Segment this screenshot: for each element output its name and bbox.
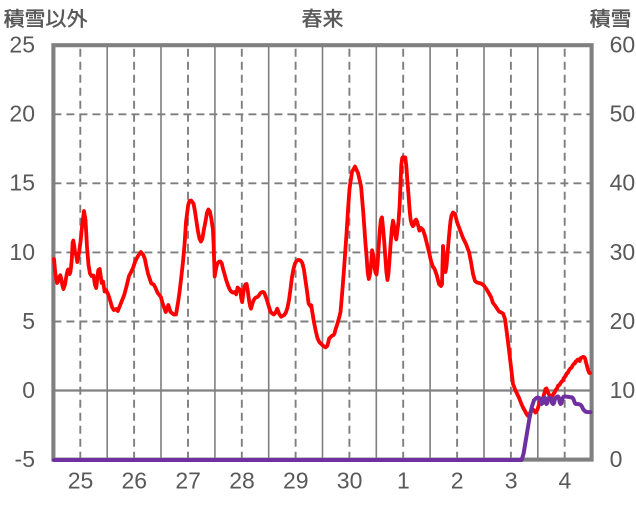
svg-text:25: 25 xyxy=(68,468,94,494)
svg-text:50: 50 xyxy=(610,101,636,127)
svg-text:60: 60 xyxy=(610,32,636,58)
svg-text:20: 20 xyxy=(610,308,636,334)
svg-text:25: 25 xyxy=(9,32,35,58)
svg-text:27: 27 xyxy=(175,468,201,494)
svg-text:0: 0 xyxy=(22,377,35,403)
svg-text:0: 0 xyxy=(610,446,623,472)
svg-text:40: 40 xyxy=(610,170,636,196)
svg-text:5: 5 xyxy=(22,308,35,334)
svg-text:1: 1 xyxy=(397,468,410,494)
svg-text:10: 10 xyxy=(610,377,636,403)
svg-text:20: 20 xyxy=(9,101,35,127)
svg-text:30: 30 xyxy=(337,468,363,494)
svg-text:30: 30 xyxy=(610,239,636,265)
svg-text:3: 3 xyxy=(505,468,518,494)
svg-text:2: 2 xyxy=(451,468,464,494)
svg-text:28: 28 xyxy=(229,468,255,494)
svg-text:10: 10 xyxy=(9,239,35,265)
svg-text:29: 29 xyxy=(283,468,309,494)
svg-text:26: 26 xyxy=(122,468,148,494)
svg-text:4: 4 xyxy=(559,468,572,494)
svg-text:15: 15 xyxy=(9,170,35,196)
svg-text:-5: -5 xyxy=(15,446,35,472)
